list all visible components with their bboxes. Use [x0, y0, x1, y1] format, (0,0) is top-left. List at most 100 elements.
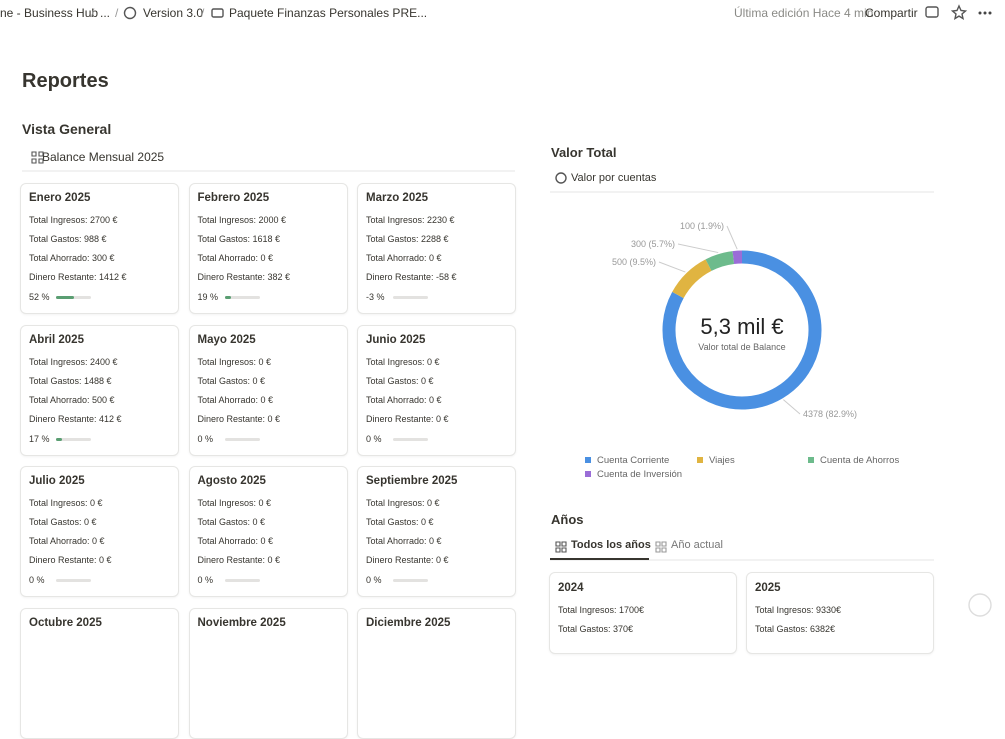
month-card[interactable]: Septiembre 2025 Total Ingresos: 0 € Total … — [357, 466, 516, 597]
leader-line — [677, 243, 719, 254]
card-line: Total Ahorrado: 500 € — [29, 394, 115, 405]
card-line: Total Ahorrado: 0 € — [366, 253, 442, 263]
donut-segment — [705, 251, 735, 272]
month-card[interactable]: Julio 2025 Total Ingresos: 0 € Total Gasto… — [20, 466, 179, 597]
card-line: Total Ingresos: 9330€ — [755, 605, 842, 615]
card-line: Dinero Restante: 412 € — [29, 413, 122, 424]
share-button[interactable]: Compartir — [865, 6, 918, 20]
segment-label: 4378 (82.9%) — [803, 409, 857, 419]
card-line: Total Gastos: 1618 € — [197, 234, 281, 244]
progress-fill — [56, 296, 75, 299]
card-title: Diciembre 2025 — [366, 616, 451, 629]
progress-label: 0 % — [366, 575, 382, 585]
section-heading: Valor Total — [551, 145, 617, 160]
segment-label: 500 (9.5%) — [612, 257, 656, 267]
page: Reportes {"topbar":{"breadcrumb":["ne - … — [0, 4, 992, 739]
progress-track — [224, 437, 260, 441]
body: ne - Business Hub... Version 3.0 Paquete F… — [0, 4, 992, 739]
section-heading: Años — [551, 512, 584, 527]
card-line: Dinero Restante: -58 € — [366, 272, 457, 282]
card-line: Dinero Restante: 382 € — [197, 272, 291, 282]
progress-label: 0 % — [366, 433, 382, 444]
card-title: 2024 — [558, 582, 584, 594]
progress-label: 0 % — [29, 575, 45, 585]
month-card[interactable]: Agosto 2025 Total Ingresos: 0 € Total Gast… — [188, 466, 348, 597]
card-line: Dinero Restante: 0 € — [29, 555, 112, 565]
progress-track — [393, 437, 428, 441]
legend-swatch — [808, 457, 814, 463]
legend-label: Cuenta Corriente — [597, 455, 669, 466]
card-line: Total Ahorrado: 0 € — [29, 536, 105, 546]
tab[interactable]: Todos los años — [571, 539, 651, 551]
card-line: Total Ingresos: 2400 € — [29, 356, 118, 367]
segment-label: 100 (1.9%) — [680, 221, 724, 231]
progress-track — [56, 437, 91, 441]
segment-label: 300 (5.7%) — [631, 239, 675, 249]
progress-track — [56, 579, 91, 582]
card-line: Total Ahorrado: 0 € — [197, 394, 274, 405]
legend-swatch — [585, 457, 591, 463]
card-title: Enero 2025 — [29, 192, 91, 204]
progress-track — [224, 579, 260, 582]
donut-segment — [662, 250, 822, 410]
donut-segment — [672, 259, 712, 299]
month-card[interactable]: Febrero 2025 Total Ingresos: 2000 € Total … — [188, 183, 348, 314]
card-line: Total Gastos: 0 € — [366, 517, 434, 527]
leader-line — [783, 399, 801, 415]
month-card[interactable]: Enero 2025 Total Ingresos: 2700 € Total Ga… — [20, 183, 179, 314]
card-title: Abril 2025 — [29, 333, 84, 346]
breadcrumb-separator: / — [201, 6, 205, 20]
breadcrumb-separator: / — [91, 6, 95, 20]
progress-label: -3 % — [366, 292, 385, 302]
legend-swatch — [697, 457, 703, 463]
breadcrumb-item: ne - Business Hub — [0, 6, 99, 20]
progress-label: 17 % — [29, 433, 50, 444]
card-title: Noviembre 2025 — [197, 616, 286, 629]
card-line: Total Ingresos: 0 € — [29, 498, 103, 508]
card-line: Dinero Restante: 0 € — [366, 555, 449, 565]
card-line: Total Ahorrado: 300 € — [29, 253, 115, 263]
page-title: Reportes — [22, 70, 109, 92]
card-line: Total Ingresos: 0 € — [366, 498, 440, 508]
card-line: Total Ahorrado: 0 € — [366, 536, 442, 546]
card-line: Total Gastos: 0 € — [29, 517, 97, 527]
card-title: Marzo 2025 — [366, 192, 429, 204]
card-line: Total Ingresos: 2000 € — [197, 215, 287, 225]
card-line: Total Gastos: 2288 € — [366, 234, 449, 244]
donut-chart: 4378 (82.9%) Cuenta Corriente 500 (9.5%) Vi… — [585, 221, 899, 480]
card-line: Total Gastos: 1488 € — [29, 375, 112, 386]
progress-label: 52 % — [29, 292, 50, 302]
legend-swatch — [585, 471, 591, 477]
card-line: Total Gastos: 0 € — [366, 375, 434, 386]
breadcrumb-item: Paquete Finanzas Personales PRE... — [229, 6, 428, 20]
card-line: Total Ahorrado: 0 € — [197, 536, 274, 546]
view-tab: Balance Mensual 2025 — [42, 150, 165, 164]
card-title: 2025 — [755, 582, 781, 594]
legend-label: Cuenta de Ahorros — [820, 455, 899, 466]
leader-line — [658, 261, 686, 273]
breadcrumb-item: ... — [100, 6, 111, 20]
month-card[interactable]: Junio 2025 Total Ingresos: 0 € Total Gasto… — [357, 324, 516, 456]
center-label: Valor total de Balance — [698, 342, 785, 352]
card-line: Dinero Restante: 1412 € — [29, 272, 127, 282]
center-value: 5,3 mil € — [700, 314, 783, 339]
card-title: Junio 2025 — [366, 333, 426, 346]
card-title: Febrero 2025 — [197, 192, 270, 204]
section-heading: Vista General — [22, 121, 112, 137]
progress-fill — [56, 437, 62, 441]
last-edited: Última edición Hace 4 min — [734, 6, 874, 20]
breadcrumb-item: Version 3.0 — [143, 6, 204, 20]
breadcrumb-separator: / — [115, 6, 119, 20]
progress-fill — [224, 296, 232, 299]
progress-track — [393, 296, 428, 299]
donut-segment — [732, 250, 743, 264]
card-line: Total Ingresos: 0 € — [366, 356, 440, 367]
card-line: Total Ingresos: 1700€ — [558, 605, 645, 615]
card-line: Dinero Restante: 0 € — [366, 413, 449, 424]
month-card[interactable]: Marzo 2025 Total Ingresos: 2230 € Total Ga… — [357, 183, 516, 314]
card-line: Total Ingresos: 2700 € — [29, 215, 118, 225]
tab[interactable]: Año actual — [671, 539, 723, 551]
progress-track — [393, 579, 428, 582]
month-card[interactable]: Mayo 2025 Total Ingresos: 0 € Total Gastos… — [188, 324, 348, 456]
month-card[interactable]: Abril 2025 Total Ingresos: 2400 € Total Ga… — [20, 324, 179, 456]
